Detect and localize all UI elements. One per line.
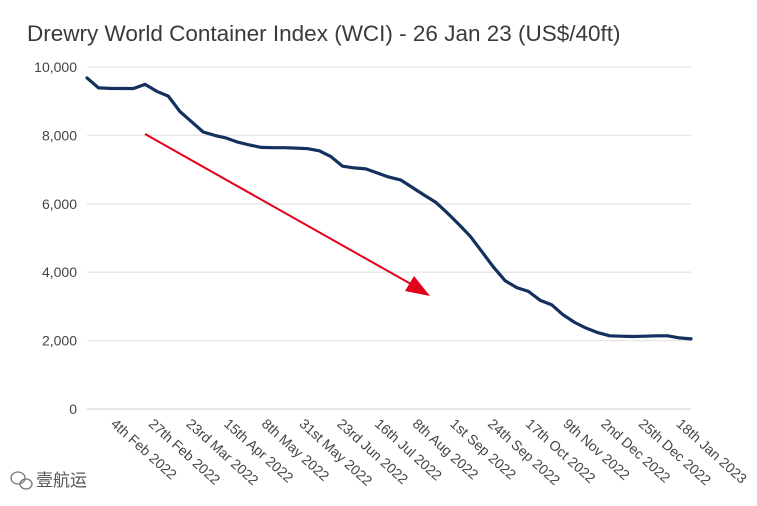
y-tick-label: 0	[69, 401, 77, 417]
trend-arrow-head	[405, 276, 430, 296]
x-tick-label: 4th Feb 2022	[108, 415, 180, 482]
trend-arrow-shaft	[144, 133, 419, 289]
y-tick-label: 2,000	[42, 333, 77, 349]
wechat-icon	[10, 471, 33, 490]
y-tick-label: 4,000	[42, 264, 77, 280]
wci-series-line	[85, 76, 693, 341]
trend-arrow	[144, 133, 430, 296]
chart-title: Drewry World Container Index (WCI) - 26 …	[27, 21, 621, 46]
y-tick-label: 6,000	[42, 196, 77, 212]
y-tick-label: 10,000	[34, 59, 77, 75]
y-tick-label: 8,000	[42, 127, 77, 143]
watermark: 壹航运	[10, 471, 87, 490]
watermark-text: 壹航运	[36, 471, 87, 490]
